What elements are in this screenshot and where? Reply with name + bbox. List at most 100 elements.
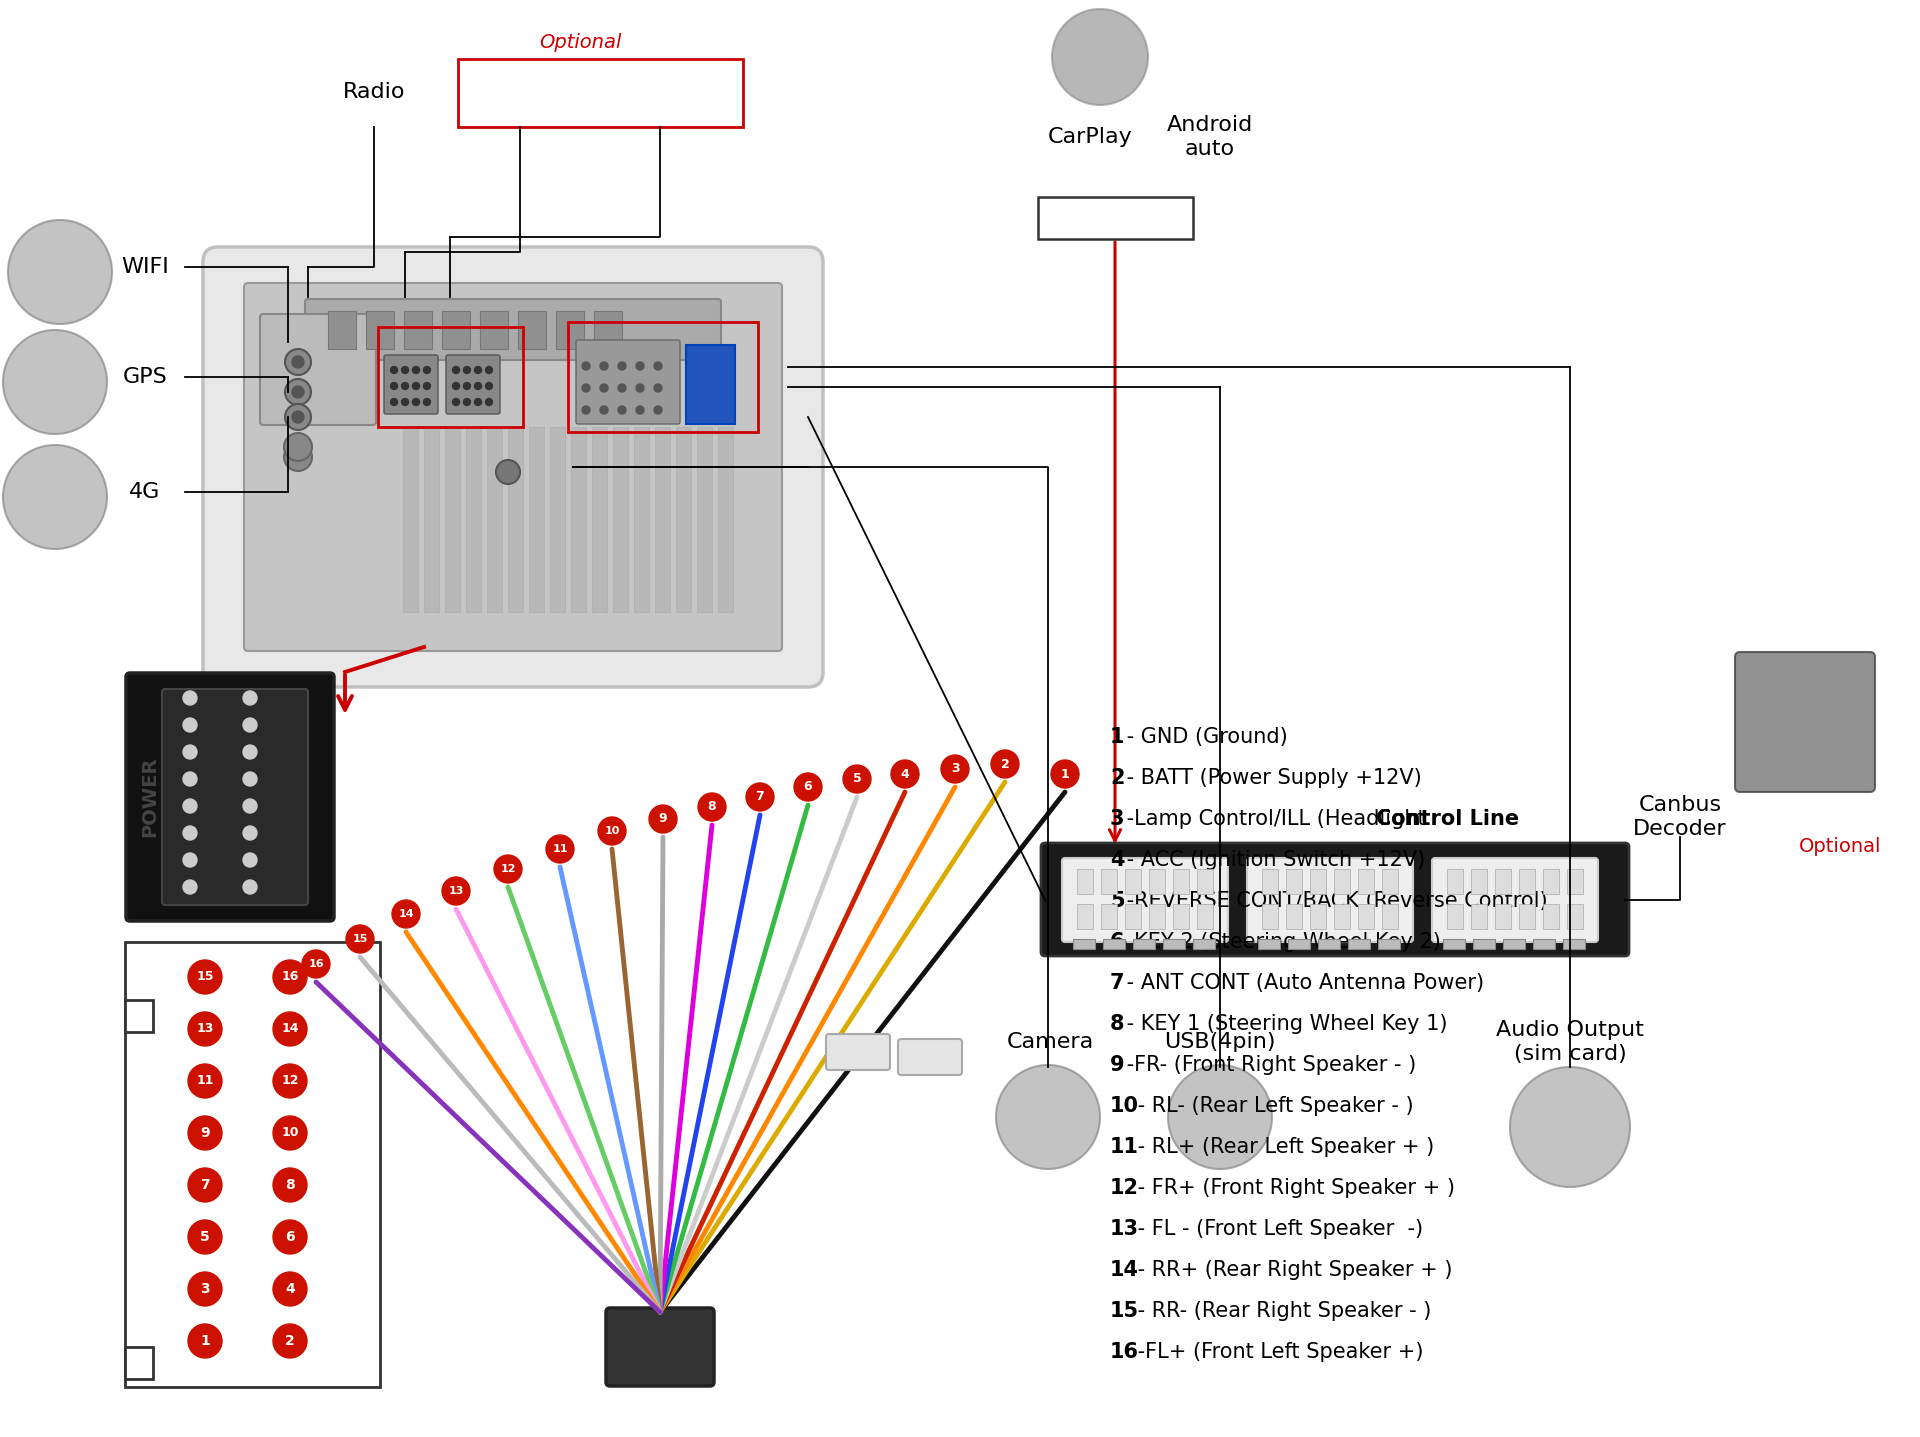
Bar <box>1334 869 1350 894</box>
Bar <box>328 310 355 349</box>
FancyBboxPatch shape <box>445 355 499 414</box>
Circle shape <box>453 366 459 374</box>
Text: 16: 16 <box>282 970 300 983</box>
Text: Radio: Radio <box>344 82 405 102</box>
Bar <box>480 310 509 349</box>
Text: Audio Output
(sim card): Audio Output (sim card) <box>1496 1020 1644 1065</box>
Circle shape <box>284 379 311 405</box>
Circle shape <box>486 398 493 405</box>
Circle shape <box>401 366 409 374</box>
Text: 8: 8 <box>286 1178 296 1193</box>
Bar <box>1496 904 1511 928</box>
Text: 12: 12 <box>1110 1178 1139 1198</box>
FancyBboxPatch shape <box>259 315 376 425</box>
Circle shape <box>346 925 374 953</box>
Circle shape <box>1509 1068 1630 1187</box>
Text: 13: 13 <box>196 1023 213 1036</box>
Text: 14: 14 <box>397 910 415 920</box>
Bar <box>1073 938 1094 948</box>
Bar <box>1544 869 1559 894</box>
Bar <box>445 427 461 612</box>
Circle shape <box>292 411 303 422</box>
FancyBboxPatch shape <box>161 688 307 905</box>
Text: - RR+ (Rear Right Speaker + ): - RR+ (Rear Right Speaker + ) <box>1131 1260 1453 1280</box>
Bar <box>459 59 743 126</box>
Circle shape <box>636 407 643 414</box>
Circle shape <box>413 366 419 374</box>
Bar <box>488 427 501 612</box>
Text: 1: 1 <box>200 1334 209 1348</box>
Text: Canbus
Decoder: Canbus Decoder <box>1634 795 1726 839</box>
Text: 5: 5 <box>1110 891 1125 911</box>
Text: 16: 16 <box>309 958 324 969</box>
Circle shape <box>390 382 397 389</box>
Circle shape <box>582 384 589 392</box>
Circle shape <box>182 772 198 786</box>
Bar <box>1544 904 1559 928</box>
Bar <box>1100 869 1117 894</box>
Text: - KEY 2 (Steering Wheel Key 2): - KEY 2 (Steering Wheel Key 2) <box>1121 933 1442 951</box>
Text: 2: 2 <box>286 1334 296 1348</box>
Circle shape <box>401 382 409 389</box>
Text: 15: 15 <box>351 934 369 944</box>
Bar <box>1125 904 1140 928</box>
Text: Android
auto: Android auto <box>1167 115 1254 160</box>
Text: 15: 15 <box>196 970 213 983</box>
Bar <box>1357 904 1375 928</box>
Text: 10: 10 <box>1110 1096 1139 1117</box>
Text: 10: 10 <box>280 1127 300 1140</box>
Bar <box>1196 904 1213 928</box>
Bar <box>1348 938 1371 948</box>
Circle shape <box>182 718 198 731</box>
Text: 7: 7 <box>1110 973 1125 993</box>
Bar <box>1519 869 1534 894</box>
Text: 9: 9 <box>659 812 668 825</box>
Circle shape <box>474 398 482 405</box>
Bar <box>1567 869 1582 894</box>
Circle shape <box>618 362 626 369</box>
Bar <box>1563 938 1586 948</box>
Bar <box>1192 938 1215 948</box>
Text: 8: 8 <box>1110 1015 1125 1035</box>
Circle shape <box>1052 9 1148 105</box>
Bar <box>125 943 380 1387</box>
Circle shape <box>273 1117 307 1150</box>
Circle shape <box>182 799 198 813</box>
Bar <box>1261 869 1279 894</box>
Circle shape <box>474 366 482 374</box>
Bar <box>634 427 649 612</box>
Text: 4: 4 <box>286 1282 296 1296</box>
Bar <box>1444 938 1465 948</box>
Circle shape <box>493 855 522 882</box>
Text: 11: 11 <box>553 844 568 854</box>
Circle shape <box>597 818 626 845</box>
Circle shape <box>996 1065 1100 1170</box>
Bar <box>1077 904 1092 928</box>
Text: - RL+ (Rear Left Speaker + ): - RL+ (Rear Left Speaker + ) <box>1131 1137 1434 1157</box>
Bar <box>367 310 394 349</box>
Bar <box>593 310 622 349</box>
Text: -FR- (Front Right Speaker - ): -FR- (Front Right Speaker - ) <box>1121 1055 1417 1075</box>
FancyBboxPatch shape <box>1041 844 1628 956</box>
Circle shape <box>273 1063 307 1098</box>
Text: 1: 1 <box>1060 767 1069 780</box>
Circle shape <box>188 1323 223 1358</box>
Bar <box>1471 904 1486 928</box>
Circle shape <box>4 445 108 549</box>
FancyBboxPatch shape <box>576 341 680 424</box>
Text: Optional: Optional <box>1799 838 1882 856</box>
Circle shape <box>4 331 108 434</box>
Bar <box>1532 938 1555 948</box>
Text: - FL - (Front Left Speaker  -): - FL - (Front Left Speaker -) <box>1131 1219 1423 1239</box>
Circle shape <box>188 1220 223 1255</box>
Bar <box>591 427 607 612</box>
Bar <box>1317 938 1340 948</box>
Bar <box>1309 904 1327 928</box>
Circle shape <box>244 799 257 813</box>
Text: 6: 6 <box>286 1230 296 1244</box>
Bar <box>1102 938 1125 948</box>
Text: Optical Fiber: Optical Fiber <box>589 82 730 102</box>
Text: 4G: 4G <box>129 481 161 502</box>
Circle shape <box>244 691 257 706</box>
Text: 4: 4 <box>1110 851 1125 869</box>
